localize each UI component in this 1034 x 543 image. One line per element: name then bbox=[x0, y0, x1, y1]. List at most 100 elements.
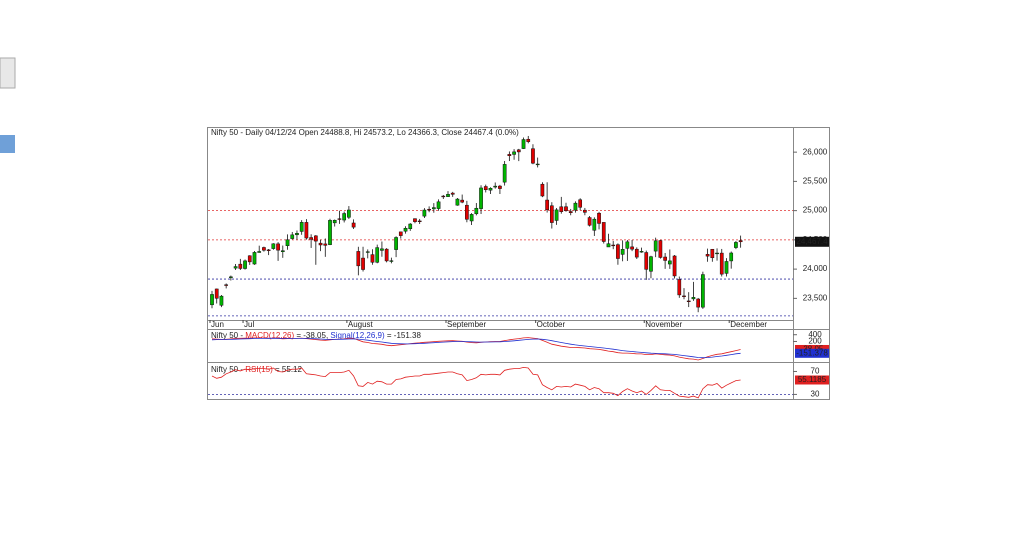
candle-body bbox=[380, 248, 384, 251]
candle-body bbox=[285, 239, 290, 246]
candle-body bbox=[710, 248, 715, 259]
x-tick-label: August bbox=[348, 320, 374, 329]
candle-body bbox=[257, 251, 262, 253]
candle-body bbox=[719, 252, 724, 275]
candle-body bbox=[233, 266, 238, 269]
candle-body bbox=[247, 255, 252, 263]
x-tick-label: Jul bbox=[244, 320, 254, 329]
candle-body bbox=[526, 138, 531, 142]
candle-body bbox=[427, 208, 431, 211]
candle-body bbox=[276, 243, 280, 251]
candle-body bbox=[446, 194, 450, 197]
candle-body bbox=[304, 222, 309, 239]
candle-body bbox=[337, 218, 342, 220]
candle-body bbox=[243, 260, 247, 269]
candle-body bbox=[365, 251, 370, 253]
last-price-label: 24,467.4 bbox=[796, 237, 828, 246]
candle-body bbox=[224, 284, 229, 286]
candle-body bbox=[342, 213, 347, 221]
candle-body bbox=[682, 295, 686, 297]
candle-body bbox=[436, 201, 441, 209]
panel-title: Nifty 50 - MACD(12,26) = -38.05, Signal(… bbox=[211, 331, 421, 340]
candle-body bbox=[559, 206, 564, 212]
candle-body bbox=[734, 242, 738, 248]
y-tick-label: 24,000 bbox=[803, 264, 828, 273]
candle-body bbox=[625, 241, 630, 249]
candle-body bbox=[332, 219, 337, 224]
candle-body bbox=[521, 139, 526, 149]
candle-body bbox=[705, 254, 710, 257]
candle-body bbox=[356, 251, 361, 267]
candle-body bbox=[597, 212, 601, 224]
y-tick-label: 25,500 bbox=[803, 177, 828, 186]
candle-body bbox=[545, 199, 549, 211]
x-tick-label: October bbox=[537, 320, 566, 329]
candle-body bbox=[667, 260, 672, 265]
y-tick-label: 26,000 bbox=[803, 147, 828, 156]
candle-body bbox=[295, 233, 299, 236]
side-button bbox=[0, 135, 15, 153]
candle-body bbox=[653, 240, 658, 252]
candle-body bbox=[516, 149, 521, 153]
side-icon bbox=[0, 57, 16, 89]
candle-body bbox=[630, 246, 634, 250]
candle-body bbox=[431, 207, 436, 210]
candle-body bbox=[299, 222, 304, 232]
candle-body bbox=[422, 209, 427, 217]
candle-body bbox=[417, 220, 422, 222]
candle-body bbox=[649, 256, 653, 272]
candle-body bbox=[738, 240, 743, 243]
candle-body bbox=[479, 187, 483, 209]
value-box-label: 55.1185 bbox=[798, 375, 827, 384]
candle-body bbox=[280, 250, 285, 252]
candle-body bbox=[455, 198, 460, 206]
candle-body bbox=[351, 222, 356, 228]
candle-body bbox=[677, 279, 682, 296]
candle-body bbox=[389, 260, 394, 262]
candle-body bbox=[724, 261, 729, 274]
candle-body bbox=[375, 247, 380, 263]
candle-body bbox=[564, 206, 568, 212]
value-box bbox=[795, 348, 829, 358]
candle-body bbox=[384, 248, 389, 262]
candle-body bbox=[238, 263, 243, 269]
x-tick-label: September bbox=[447, 320, 486, 329]
candle-body bbox=[483, 186, 488, 191]
indicator-line bbox=[211, 337, 741, 359]
candle-body bbox=[398, 231, 403, 236]
y-tick-label: 400 bbox=[808, 330, 822, 339]
candle-body bbox=[361, 257, 365, 270]
x-tick-label: November bbox=[645, 320, 682, 329]
candle-body bbox=[583, 209, 587, 213]
panel-title: Nifty 50 - Daily 04/12/24 Open 24488.8, … bbox=[211, 128, 519, 137]
candle-body bbox=[701, 274, 705, 308]
indicator-line bbox=[211, 366, 741, 399]
candle-body bbox=[696, 298, 701, 308]
candle-body bbox=[729, 252, 734, 262]
candle-body bbox=[450, 192, 455, 195]
candle-body bbox=[715, 252, 719, 255]
candle-body bbox=[252, 252, 257, 265]
y-tick-label: 25,000 bbox=[803, 206, 828, 215]
candle-body bbox=[540, 183, 545, 197]
candle-body bbox=[686, 300, 691, 302]
candle-body bbox=[549, 205, 554, 223]
candle-body bbox=[271, 243, 276, 249]
candle-body bbox=[318, 242, 323, 246]
panel-title: Nifty 50 - RSI(15) = 55.12 bbox=[211, 365, 302, 374]
candle-body bbox=[229, 276, 233, 278]
candle-body bbox=[290, 234, 295, 239]
candle-body bbox=[606, 243, 611, 248]
candle-body bbox=[403, 227, 408, 232]
candle-body bbox=[663, 256, 667, 261]
candle-body bbox=[394, 237, 398, 250]
candle-body bbox=[535, 163, 540, 166]
legend-name: RSI(15) bbox=[245, 365, 273, 374]
candle-body bbox=[512, 151, 516, 155]
candle-body bbox=[266, 249, 271, 251]
candle-body bbox=[644, 252, 649, 270]
candle-body bbox=[313, 235, 318, 242]
x-tick-label: December bbox=[730, 320, 767, 329]
